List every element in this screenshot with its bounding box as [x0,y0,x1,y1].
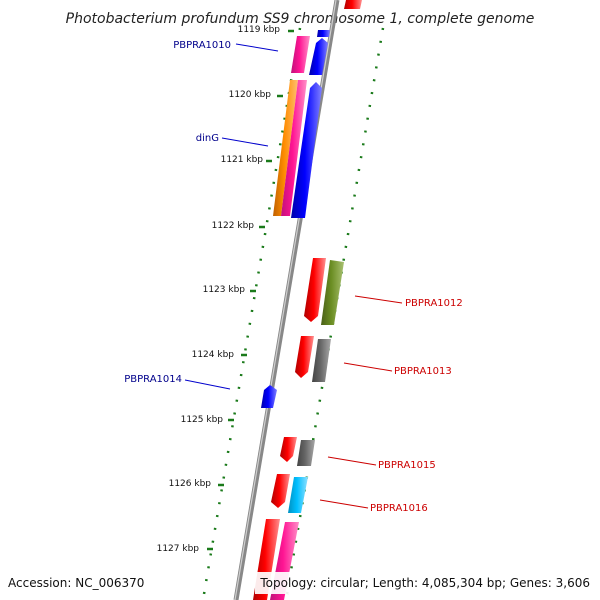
gene-pbpra1010-blue[interactable] [309,38,328,75]
tick-label: 1119 kbp [238,25,281,35]
label-pbpra1015[interactable]: PBPRA1015 [378,460,436,471]
label-pbpra1010[interactable]: PBPRA1010 [173,40,231,51]
leader-pbpra1010 [235,43,279,52]
gene-pbpra1012-olive[interactable] [321,260,344,325]
map-title: Photobacterium profundum SS9 chromosome … [66,11,535,27]
tick-label: 1127 kbp [157,544,200,554]
tick-label: 1123 kbp [203,285,246,295]
label-leaders [184,43,403,509]
leader-dinG [221,137,269,147]
gene-features [253,0,362,600]
gene-dinG-blue[interactable] [291,82,322,218]
tick-label: 1125 kbp [181,415,224,425]
leader-pbpra1014 [184,379,231,390]
gene-pbpra1015-gray[interactable] [297,440,315,466]
gene-dinG-pink[interactable] [281,80,307,216]
gene-arrow-small-blue[interactable] [317,30,330,37]
leader-pbpra1015 [327,456,377,466]
gene-pbpra1016-red[interactable] [271,474,290,508]
tick-label: 1121 kbp [221,155,264,165]
gene-pbpra1015-red[interactable] [280,437,297,462]
gene-pbpra1013-red[interactable] [295,336,314,378]
tick-label: 1124 kbp [192,350,235,360]
gene-dinG-orange[interactable] [273,80,298,216]
label-pbpra1014[interactable]: PBPRA1014 [124,374,182,385]
accession-text: Accession: NC_006370 [8,576,144,590]
gene-pbpra1012-red[interactable] [304,258,326,322]
topology-text: Topology: circular; Length: 4,085,304 bp… [259,576,590,590]
gene-pbpra1010-pink[interactable] [291,36,310,73]
gene-pbpra1013-gray[interactable] [312,339,331,382]
gene-pbpra1016-cyan[interactable] [288,477,308,513]
label-pbpra1012[interactable]: PBPRA1012 [405,298,463,309]
gene-labels: PBPRA1010 dinG PBPRA1014 PBPRA1012 PBPRA… [124,40,463,514]
label-pbpra1016[interactable]: PBPRA1016 [370,503,428,514]
label-pbpra1013[interactable]: PBPRA1013 [394,366,452,377]
tick-label: 1126 kbp [169,479,212,489]
tick-label: 1122 kbp [212,221,255,231]
gene-pbpra1014-blue[interactable] [261,385,277,408]
leader-pbpra1016 [319,499,369,509]
footer-topology-bg [255,572,600,594]
leader-pbpra1012 [354,295,403,304]
tick-label: 1120 kbp [229,90,272,100]
gene-arrow-top-red[interactable] [344,0,362,9]
tick-group: 1119 kbp 1120 kbp 1121 kbp 1122 kbp 1123… [157,25,294,554]
leader-pbpra1013 [343,362,393,372]
label-dinG[interactable]: dinG [196,133,219,144]
